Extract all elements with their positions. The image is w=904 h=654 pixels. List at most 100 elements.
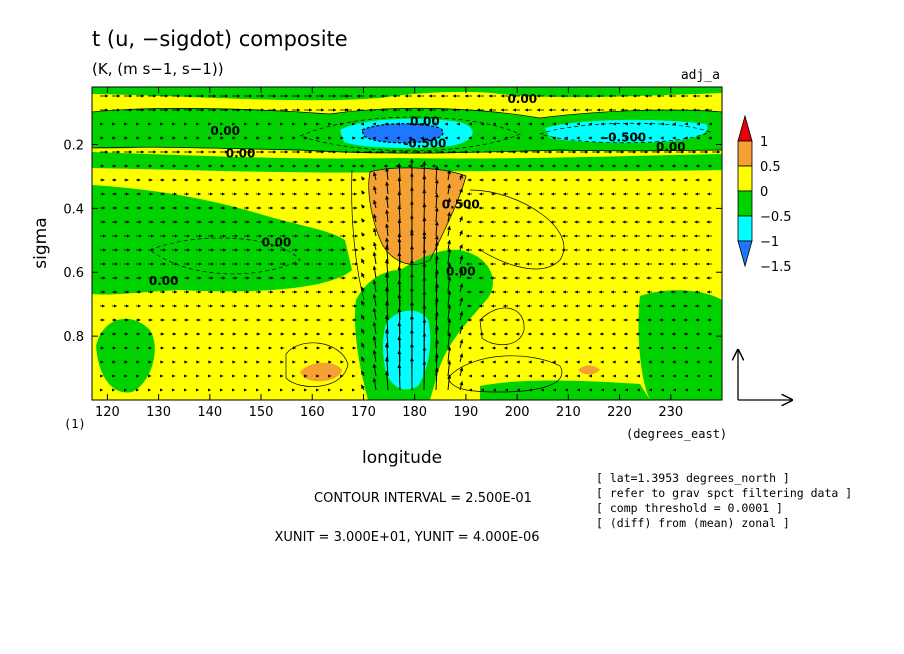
contour-label: -0.500 [403,137,446,151]
vector-arrow [372,335,377,349]
vector-arrow [361,300,365,307]
vector-arrow [447,262,452,279]
notes-block: [ lat=1.3953 degrees_north ][ refer to g… [596,471,852,530]
vector-arrow [361,286,365,293]
vector-arrow [447,248,452,265]
field-region-bottom-left-green [96,318,155,393]
colorbar-segment [737,190,753,217]
colorbar-label: 1 [760,135,768,150]
note-line: [ comp threshold = 0.0001 ] [596,501,783,515]
vector-arrow [372,279,377,293]
vector-arrow [459,202,463,209]
contour-label: 0.00 [262,236,292,250]
vector-arrow [434,353,439,377]
field-region-left-green [92,185,352,295]
x-tick-label: 220 [607,405,632,420]
vector-arrow [434,325,439,349]
vector-arrow [372,213,377,223]
x-tick-label: 150 [249,405,274,420]
y-tick-label: 0.6 [63,266,84,281]
vector-arrow [447,169,452,181]
vector-arrow [447,211,452,223]
vector-arrow [447,346,452,363]
reference-vector [738,350,792,400]
contour-line-mid [92,146,722,154]
colorbar-label: −1 [760,235,779,250]
field-region-upper-cyan-east [545,119,708,143]
contour-label: 0.00 [226,146,256,160]
vector-arrow [447,360,452,377]
chart-title: t (u, −sigdot) composite [92,27,348,51]
x-tick-label: 140 [197,405,222,420]
y-tick-label: 0.8 [63,330,84,345]
vector-arrow [372,265,377,279]
vector-arrow [459,353,464,363]
colorbar-segment [737,165,753,192]
vector-arrow [385,223,390,237]
vector-arrow [361,356,365,363]
y-axis: 0.2 0.4 0.6 0.8 [63,138,722,345]
vector-arrow [434,311,439,335]
vector-arrow [361,246,366,251]
contour-interval-text: CONTOUR INTERVAL = 2.500E-01 [314,491,532,506]
colorbar-arrow-top [737,114,753,142]
y-level-label: (1) [64,417,86,431]
vector-arrow [434,339,439,363]
contour-label: 0.500 [442,197,480,211]
vector-arrow [434,193,439,209]
note-line: [ refer to grav spct filtering data ] [596,486,852,500]
vector-arrow [361,176,366,181]
vector-arrow [459,230,463,237]
contour-label: 0.00 [656,140,686,154]
y-axis-label: sigma [31,217,51,268]
vector-arrow [434,207,439,223]
vector-arrow [434,255,439,279]
vector-arrow [372,171,377,181]
vector-arrow [385,181,390,195]
contour-label: -0.500 [603,130,646,144]
contour-line-west-dash [149,237,301,275]
vector-arrow [447,276,452,293]
contour-label: 0.00 [149,274,179,288]
vector-arrow [434,179,439,195]
vector-arrow [372,321,377,335]
vector-arrow [361,328,365,335]
vector-arrow [459,174,463,181]
vector-arrow [434,269,439,293]
unit-scale-text: XUNIT = 3.000E+01, YUNIT = 4.000E-06 [275,530,540,545]
field-region-orange-blob-east [578,365,600,375]
colorbar-label: −1.5 [760,260,792,275]
x-tick-label: 210 [556,405,581,420]
x-unit-label: (degrees_east) [626,427,727,441]
vector-arrow [372,227,377,237]
y-tick-label: 0.2 [63,138,84,153]
x-tick-label: 130 [146,405,171,420]
contour-line-upper [92,107,722,119]
note-line: [ (diff) from (mean) zonal ] [596,516,790,530]
vector-arrow [372,363,377,377]
x-axis: 120 130 140 150 160 170 180 190 200 210 220 230 [95,87,683,420]
vector-arrow [434,165,439,181]
vector-arrow [447,304,452,321]
x-tick-label: 200 [505,405,530,420]
vector-arrow [385,195,390,209]
vector-arrow [384,370,389,391]
vector-arrow [447,374,452,391]
vector-arrow [447,225,452,237]
vector-arrow [372,251,377,265]
vector-arrow [459,269,464,279]
vector-arrow [372,241,377,251]
contour-label: 0.00 [507,92,537,106]
field-region-central-cyan [383,310,431,390]
vector-arrow [434,367,439,391]
colorbar-label: 0.5 [760,160,781,175]
colorbar-segment [737,140,753,167]
colorbar-segment [737,215,753,242]
chart-label-right: adj_a [681,68,720,83]
colorbar: 1 0.5 0 −0.5 −1 −1.5 [737,114,792,275]
contour-labels: 0.00 0.00 0.00 0.00 -0.500 -0.500 0.00 0.500 0.0… [149,92,686,288]
field-region-orange-blob-west [300,362,342,382]
vector-arrow [361,190,366,195]
note-line: [ lat=1.3953 degrees_north ] [596,471,790,485]
vector-arrow [397,364,402,391]
